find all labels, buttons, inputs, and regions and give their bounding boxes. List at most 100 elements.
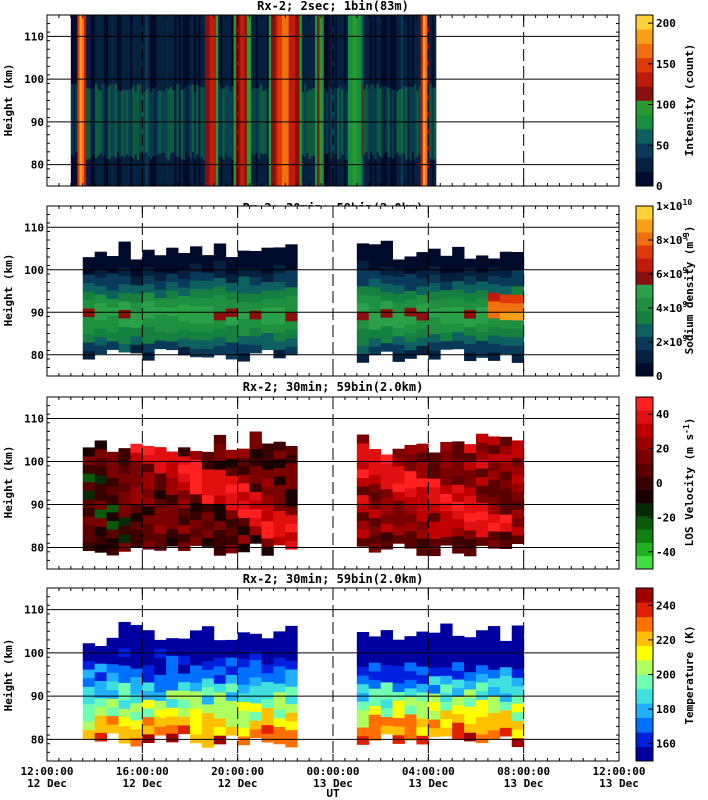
cell-1-100 — [178, 304, 191, 313]
cell-2-188 — [261, 486, 274, 496]
cell-1-181 — [249, 250, 262, 260]
cell-2-379 — [511, 535, 525, 545]
cell-2-145 — [225, 535, 239, 545]
colorbar-3-seg-7 — [636, 645, 653, 661]
cell-1-318 — [440, 264, 453, 274]
cell-2-371 — [499, 497, 513, 506]
cell-3-22 — [106, 724, 119, 734]
cell-3-287 — [416, 700, 429, 710]
cell-2-192 — [261, 452, 274, 462]
intensity-column-101 — [293, 15, 296, 186]
cell-2-216 — [285, 454, 298, 464]
cell-3-51 — [130, 702, 143, 712]
cell-3-80 — [154, 674, 167, 684]
intensity-column-62 — [207, 15, 210, 186]
colorbar-tick-0-1: 50 — [656, 139, 669, 152]
cell-1-235 — [368, 337, 382, 347]
cell-1-372 — [499, 311, 513, 321]
cell-3-301 — [428, 684, 441, 694]
cell-3-109 — [190, 725, 203, 735]
intensity-panel: 80 90 100 110 0 50 100 150 200 — [24, 14, 676, 193]
cell-3-143 — [213, 666, 227, 676]
cell-1-221 — [356, 345, 370, 355]
cell-1-68 — [142, 275, 155, 285]
panel-1-ylabel: Height (km) — [2, 64, 15, 137]
colorbar-2-seg-5 — [636, 489, 653, 504]
cell-3-395 — [511, 625, 525, 635]
cell-1-137 — [213, 302, 227, 312]
cell-3-54 — [130, 676, 143, 686]
colorbar-3-seg-9 — [636, 616, 653, 632]
cell-3-270 — [392, 639, 405, 649]
cell-3-61 — [142, 733, 155, 744]
cell-2-137 — [213, 486, 227, 496]
cell-1-127 — [201, 289, 215, 299]
colorbar-2-seg-1 — [636, 542, 653, 557]
cell-1-189 — [261, 281, 274, 291]
cell-2-83 — [154, 455, 167, 465]
cell-1-24 — [106, 341, 119, 350]
cell-3-326 — [452, 687, 465, 697]
cell-2-10 — [82, 456, 96, 466]
cell-2-0 — [82, 542, 96, 552]
cell-2-175 — [249, 474, 262, 484]
cell-3-187 — [261, 698, 274, 708]
cell-2-220 — [356, 520, 370, 530]
cell-2-252 — [380, 463, 393, 473]
colorbar-0-seg-1 — [636, 157, 653, 173]
cell-3-198 — [273, 709, 286, 719]
cell-3-296 — [428, 727, 441, 737]
cell-1-41 — [118, 292, 131, 302]
cell-2-13 — [94, 535, 107, 545]
cell-3-340 — [464, 671, 477, 681]
cell-3-138 — [213, 709, 227, 719]
cell-2-62 — [142, 531, 155, 541]
cell-2-176 — [249, 465, 262, 475]
cell-1-380 — [511, 354, 525, 363]
panel-3-title: Rx-2; 30min; 59bin(2.0km) — [243, 380, 424, 394]
cell-2-237 — [368, 492, 382, 501]
cell-1-360 — [487, 317, 501, 327]
cell-2-380 — [511, 526, 525, 536]
cell-2-117 — [190, 459, 203, 469]
cell-3-86 — [166, 724, 179, 734]
cell-2-59 — [130, 452, 143, 462]
cell-2-249 — [380, 488, 393, 498]
cell-1-290 — [416, 294, 429, 304]
cell-1-67 — [142, 283, 155, 293]
cell-1-212 — [285, 303, 298, 313]
cell-3-303 — [428, 667, 441, 677]
colorbar-tick-1-2: 4×109 — [656, 300, 688, 315]
colorbar-tick-1-0: 0 — [656, 370, 663, 383]
cell-2-179 — [249, 440, 262, 450]
cell-1-321 — [452, 331, 465, 341]
cell-3-212 — [285, 703, 298, 713]
cell-1-203 — [273, 272, 286, 282]
cell-3-36 — [118, 708, 131, 718]
cell-2-51 — [130, 521, 143, 531]
cell-2-314 — [452, 544, 465, 554]
cell-2-153 — [225, 467, 239, 477]
cell-2-294 — [428, 512, 441, 522]
cell-3-196 — [273, 726, 286, 736]
cell-2-370 — [499, 505, 513, 515]
intensity-column-94 — [277, 15, 281, 186]
cell-2-359 — [487, 488, 501, 498]
cell-1-77 — [154, 297, 167, 307]
cell-2-139 — [213, 469, 227, 479]
cell-3-85 — [166, 733, 179, 743]
cell-1-136 — [213, 311, 227, 321]
cell-3-308 — [440, 727, 453, 737]
cell-3-225 — [356, 709, 370, 719]
cell-2-326 — [452, 441, 465, 451]
cell-1-178 — [249, 276, 262, 286]
cell-1-354 — [476, 263, 489, 273]
cell-1-213 — [285, 295, 298, 305]
cell-3-271 — [404, 731, 417, 741]
cell-2-69 — [142, 471, 155, 481]
cell-3-12 — [94, 723, 107, 733]
cell-3-6 — [82, 677, 96, 687]
colorbar-0-seg-0 — [636, 171, 653, 187]
cell-2-320 — [452, 492, 465, 502]
cell-1-111 — [190, 314, 203, 324]
